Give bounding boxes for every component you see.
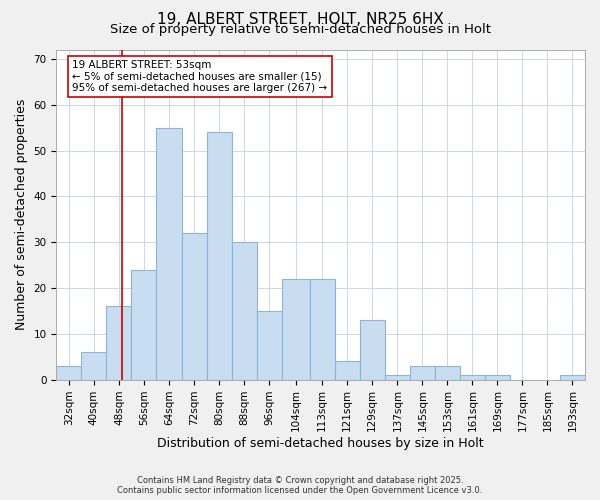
Bar xyxy=(182,233,206,380)
Bar xyxy=(131,270,157,380)
Text: Contains HM Land Registry data © Crown copyright and database right 2025.
Contai: Contains HM Land Registry data © Crown c… xyxy=(118,476,482,495)
Text: 19, ALBERT STREET, HOLT, NR25 6HX: 19, ALBERT STREET, HOLT, NR25 6HX xyxy=(157,12,443,28)
Bar xyxy=(257,311,281,380)
Bar xyxy=(232,242,257,380)
Text: 19 ALBERT STREET: 53sqm
← 5% of semi-detached houses are smaller (15)
95% of sem: 19 ALBERT STREET: 53sqm ← 5% of semi-det… xyxy=(72,60,328,93)
Bar xyxy=(82,352,106,380)
Bar xyxy=(410,366,435,380)
Bar xyxy=(157,128,182,380)
Bar xyxy=(335,362,360,380)
Bar xyxy=(206,132,232,380)
Bar xyxy=(310,279,335,380)
Bar xyxy=(385,375,410,380)
Bar xyxy=(56,366,82,380)
X-axis label: Distribution of semi-detached houses by size in Holt: Distribution of semi-detached houses by … xyxy=(157,437,484,450)
Y-axis label: Number of semi-detached properties: Number of semi-detached properties xyxy=(15,99,28,330)
Bar xyxy=(281,279,310,380)
Bar xyxy=(360,320,385,380)
Bar xyxy=(485,375,510,380)
Bar xyxy=(106,306,131,380)
Bar xyxy=(560,375,585,380)
Bar xyxy=(460,375,485,380)
Text: Size of property relative to semi-detached houses in Holt: Size of property relative to semi-detach… xyxy=(110,22,491,36)
Bar xyxy=(435,366,460,380)
